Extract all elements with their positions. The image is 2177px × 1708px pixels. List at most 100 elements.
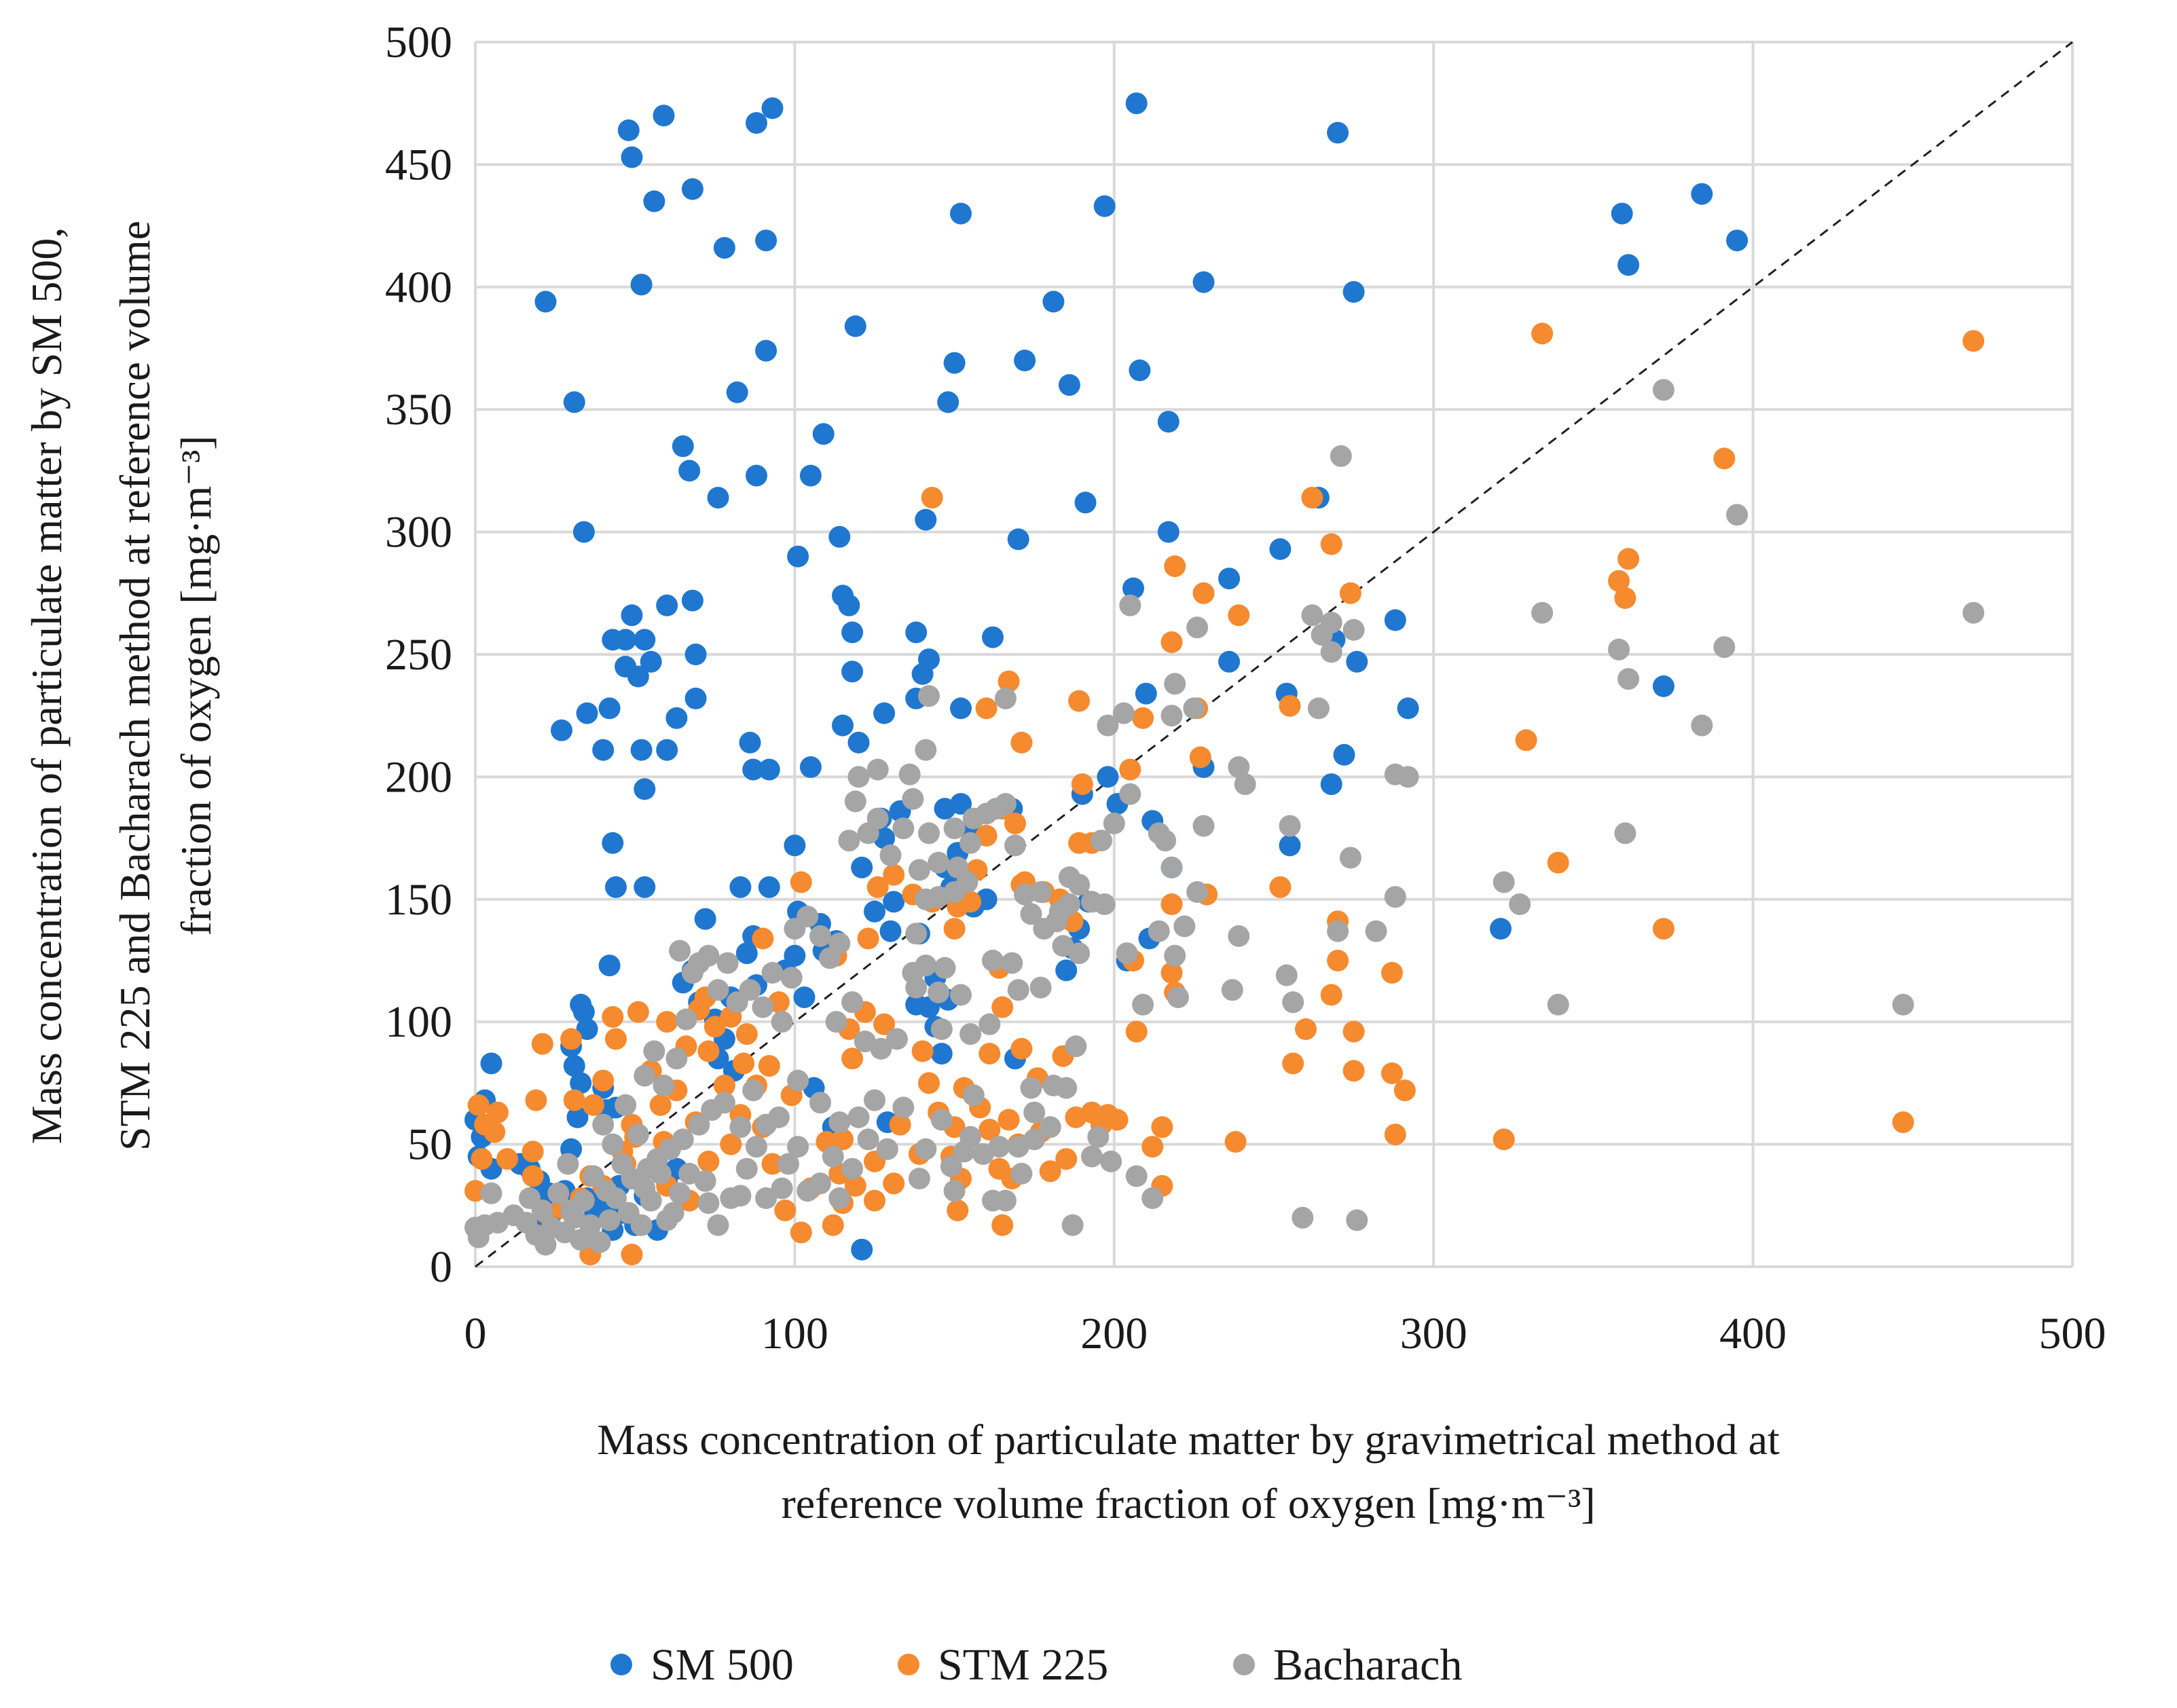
point-bacharach bbox=[1167, 986, 1189, 1009]
point-bacharach bbox=[1493, 871, 1515, 893]
x-tick-labels: 0 100 200 300 400 500 bbox=[464, 1309, 2106, 1358]
point-stm225 bbox=[947, 1200, 969, 1221]
point-sm500 bbox=[1652, 675, 1675, 697]
point-bacharach bbox=[809, 925, 831, 947]
point-bacharach bbox=[778, 1153, 799, 1175]
x-tick-label: 300 bbox=[1400, 1309, 1467, 1358]
point-stm225 bbox=[627, 1001, 649, 1023]
point-sm500 bbox=[621, 604, 643, 627]
point-sm500 bbox=[480, 1052, 502, 1075]
point-sm500 bbox=[1346, 650, 1368, 673]
point-bacharach bbox=[697, 944, 720, 967]
point-sm500 bbox=[713, 237, 735, 259]
point-bacharach bbox=[1397, 766, 1419, 788]
point-bacharach bbox=[930, 1018, 953, 1040]
point-bacharach bbox=[1097, 714, 1119, 737]
point-bacharach bbox=[1004, 834, 1026, 857]
point-bacharach bbox=[915, 1138, 937, 1160]
point-stm225 bbox=[857, 927, 879, 950]
series-sm500 bbox=[464, 92, 1749, 1261]
point-bacharach bbox=[841, 1157, 864, 1180]
point-bacharach bbox=[752, 996, 774, 1018]
point-stm225 bbox=[1381, 962, 1403, 984]
point-sm500 bbox=[950, 793, 972, 815]
point-bacharach bbox=[1547, 993, 1569, 1016]
point-bacharach bbox=[615, 1094, 637, 1116]
point-sm500 bbox=[643, 190, 665, 212]
point-sm500 bbox=[605, 876, 627, 898]
point-bacharach bbox=[1652, 379, 1675, 401]
point-sm500 bbox=[746, 112, 767, 134]
point-bacharach bbox=[930, 1109, 953, 1131]
point-bacharach bbox=[1033, 918, 1055, 940]
point-stm225 bbox=[496, 1148, 518, 1170]
point-sm500 bbox=[950, 697, 972, 720]
point-sm500 bbox=[672, 435, 694, 458]
point-sm500 bbox=[915, 508, 937, 531]
point-bacharach bbox=[531, 1200, 553, 1221]
point-bacharach bbox=[627, 1124, 649, 1146]
point-sm500 bbox=[1617, 254, 1640, 276]
y-tick-label: 500 bbox=[385, 18, 452, 67]
point-stm225 bbox=[467, 1094, 490, 1116]
point-stm225 bbox=[1269, 876, 1292, 898]
point-stm225 bbox=[889, 1113, 911, 1136]
point-stm225 bbox=[844, 1174, 866, 1197]
x-axis-title-line-2: reference volume fraction of oxygen [mg·… bbox=[781, 1479, 1595, 1527]
point-sm500 bbox=[534, 291, 557, 313]
point-sm500 bbox=[758, 758, 780, 781]
point-bacharach bbox=[982, 950, 1004, 971]
x-axis-title-line-1: Mass concentration of particulate matter… bbox=[597, 1415, 1780, 1464]
point-stm225 bbox=[1339, 582, 1361, 604]
point-bacharach bbox=[1614, 822, 1636, 844]
point-bacharach bbox=[595, 1180, 617, 1202]
point-sm500 bbox=[1122, 577, 1144, 599]
point-sm500 bbox=[844, 315, 866, 337]
point-stm225 bbox=[1224, 1131, 1247, 1153]
point-bacharach bbox=[1384, 886, 1406, 908]
point-stm225 bbox=[1068, 832, 1091, 854]
point-sm500 bbox=[799, 756, 822, 778]
point-bacharach bbox=[1173, 915, 1196, 937]
y-tick-label: 100 bbox=[385, 997, 452, 1047]
point-bacharach bbox=[866, 758, 889, 781]
point-stm225 bbox=[1652, 918, 1675, 940]
point-sm500 bbox=[828, 525, 851, 548]
point-stm225 bbox=[1141, 1136, 1164, 1158]
point-bacharach bbox=[879, 844, 902, 866]
point-stm225 bbox=[774, 1200, 797, 1221]
point-bacharach bbox=[994, 687, 1017, 709]
y-axis-title-line-1: Mass concentration of particulate matter… bbox=[22, 227, 71, 1145]
point-stm225 bbox=[602, 1006, 624, 1028]
point-bacharach bbox=[959, 1023, 982, 1045]
point-stm225 bbox=[1547, 851, 1569, 874]
point-bacharach bbox=[1320, 612, 1342, 634]
point-bacharach bbox=[1112, 702, 1135, 724]
point-bacharach bbox=[1346, 1209, 1368, 1231]
y-tick-labels: 0 50 100 150 200 250 300 350 400 450 500 bbox=[385, 18, 452, 1292]
point-bacharach bbox=[1119, 594, 1141, 616]
point-stm225 bbox=[790, 871, 812, 893]
point-sm500 bbox=[930, 1043, 953, 1065]
point-sm500 bbox=[1007, 528, 1029, 551]
point-stm225 bbox=[975, 697, 998, 720]
point-stm225 bbox=[841, 1047, 864, 1070]
point-sm500 bbox=[640, 650, 662, 673]
point-bacharach bbox=[1330, 445, 1352, 467]
point-sm500 bbox=[841, 661, 864, 683]
point-sm500 bbox=[694, 908, 716, 930]
point-sm500 bbox=[851, 1238, 873, 1261]
point-bacharach bbox=[1061, 1214, 1084, 1236]
point-stm225 bbox=[621, 1244, 643, 1265]
point-bacharach bbox=[828, 1111, 851, 1134]
point-bacharach bbox=[598, 1209, 621, 1231]
point-sm500 bbox=[1269, 538, 1292, 560]
point-bacharach bbox=[870, 1037, 892, 1060]
point-sm500 bbox=[1490, 918, 1512, 940]
point-stm225 bbox=[713, 1075, 735, 1096]
point-bacharach bbox=[1065, 1035, 1087, 1058]
point-sm500 bbox=[787, 545, 809, 568]
point-stm225 bbox=[991, 996, 1014, 1018]
point-sm500 bbox=[729, 876, 752, 898]
point-sm500 bbox=[812, 423, 835, 445]
